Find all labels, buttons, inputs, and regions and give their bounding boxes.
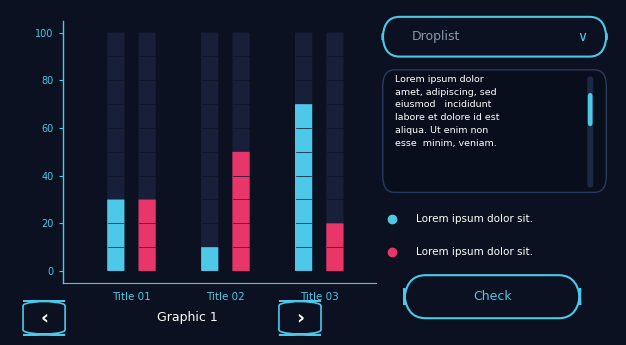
Text: Check: Check — [473, 290, 511, 303]
Text: ‹: ‹ — [40, 308, 48, 327]
FancyBboxPatch shape — [382, 17, 607, 57]
FancyBboxPatch shape — [138, 33, 156, 271]
Text: Title 02: Title 02 — [206, 293, 245, 303]
Text: Droplist: Droplist — [411, 30, 459, 43]
FancyBboxPatch shape — [201, 247, 218, 271]
FancyBboxPatch shape — [107, 33, 125, 271]
Text: Title 03: Title 03 — [300, 293, 339, 303]
FancyBboxPatch shape — [232, 33, 250, 271]
FancyBboxPatch shape — [382, 70, 607, 193]
FancyBboxPatch shape — [404, 275, 580, 318]
FancyBboxPatch shape — [588, 93, 593, 126]
FancyBboxPatch shape — [295, 33, 312, 271]
FancyBboxPatch shape — [138, 199, 156, 271]
Text: Lorem ipsum dolor
amet, adipiscing, sed
eiusmod   incididunt
labore et dolore id: Lorem ipsum dolor amet, adipiscing, sed … — [394, 75, 499, 148]
Text: ∨: ∨ — [578, 30, 588, 44]
FancyBboxPatch shape — [107, 199, 125, 271]
Text: Lorem ipsum dolor sit.: Lorem ipsum dolor sit. — [416, 247, 533, 257]
FancyBboxPatch shape — [232, 152, 250, 271]
FancyBboxPatch shape — [295, 104, 312, 271]
FancyBboxPatch shape — [326, 223, 344, 271]
Text: ›: › — [296, 308, 304, 327]
FancyBboxPatch shape — [326, 33, 344, 271]
FancyBboxPatch shape — [23, 301, 65, 335]
FancyBboxPatch shape — [279, 301, 321, 335]
Text: Lorem ipsum dolor sit.: Lorem ipsum dolor sit. — [416, 214, 533, 224]
FancyBboxPatch shape — [201, 33, 218, 271]
Text: Title 01: Title 01 — [112, 293, 151, 303]
FancyBboxPatch shape — [587, 77, 593, 187]
Text: Graphic 1: Graphic 1 — [157, 311, 218, 324]
